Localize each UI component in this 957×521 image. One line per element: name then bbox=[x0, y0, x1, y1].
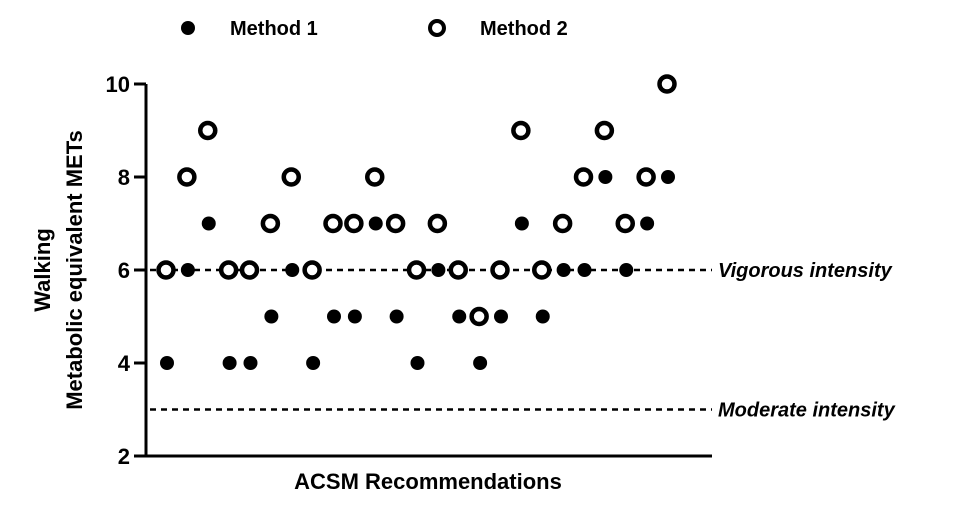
point-method-2 bbox=[615, 213, 635, 234]
point-method-1 bbox=[264, 309, 279, 324]
x-axis-title: ACSM Recommendations bbox=[294, 469, 562, 494]
point-method-1 bbox=[494, 309, 508, 324]
data-points bbox=[156, 74, 677, 370]
point-method-2 bbox=[177, 167, 197, 187]
point-method-1 bbox=[160, 356, 174, 370]
y-axis-title-line-1: Walking bbox=[30, 228, 55, 312]
y-tick-label: 10 bbox=[106, 72, 130, 97]
point-method-2 bbox=[636, 167, 656, 187]
legend-label-method-2: Method 2 bbox=[480, 18, 568, 40]
point-method-2 bbox=[323, 213, 343, 234]
point-method-1 bbox=[368, 216, 383, 231]
point-method-1 bbox=[514, 216, 529, 231]
point-method-1 bbox=[306, 356, 321, 370]
y-axis-title-line-2: Metabolic equivalent METs bbox=[62, 130, 87, 410]
reference-line-label: Vigorous intensity bbox=[718, 260, 893, 282]
point-method-1 bbox=[410, 356, 425, 370]
point-method-1 bbox=[619, 263, 634, 277]
point-method-2 bbox=[281, 167, 301, 187]
point-method-1 bbox=[577, 263, 592, 277]
legend-marker-method-1 bbox=[181, 21, 195, 35]
point-method-1 bbox=[222, 356, 237, 370]
point-method-1 bbox=[452, 309, 467, 324]
point-method-2 bbox=[385, 213, 406, 234]
reference-lines: Vigorous intensity Moderate intensity bbox=[150, 260, 896, 422]
point-method-1 bbox=[535, 309, 550, 324]
point-method-2 bbox=[511, 120, 531, 141]
point-method-2 bbox=[532, 260, 552, 280]
point-method-2 bbox=[573, 167, 594, 187]
point-method-2 bbox=[198, 120, 218, 141]
point-method-2 bbox=[594, 120, 615, 141]
reference-line-label: Moderate intensity bbox=[718, 400, 896, 422]
point-method-1 bbox=[243, 356, 258, 370]
y-tick-label: 8 bbox=[118, 165, 130, 190]
y-tick-label: 2 bbox=[118, 444, 130, 469]
point-method-1 bbox=[201, 216, 216, 231]
point-method-1 bbox=[598, 170, 613, 184]
point-method-1 bbox=[431, 263, 446, 277]
point-method-2 bbox=[427, 213, 448, 234]
point-method-1 bbox=[661, 170, 675, 184]
point-method-1 bbox=[473, 356, 488, 370]
y-ticks: 2 4 6 8 10 bbox=[106, 72, 146, 469]
point-method-2 bbox=[469, 306, 489, 327]
legend-marker-method-2 bbox=[428, 19, 446, 37]
point-method-1 bbox=[285, 263, 300, 277]
point-method-1 bbox=[389, 309, 404, 324]
point-method-2 bbox=[302, 260, 322, 280]
point-method-2 bbox=[365, 167, 385, 187]
point-method-2 bbox=[657, 74, 677, 94]
point-method-2 bbox=[260, 213, 281, 234]
point-method-2 bbox=[344, 213, 364, 234]
point-method-2 bbox=[448, 260, 468, 280]
point-method-2 bbox=[406, 260, 427, 280]
point-method-1 bbox=[180, 263, 195, 277]
y-tick-label: 6 bbox=[118, 258, 130, 283]
point-method-1 bbox=[327, 309, 341, 324]
point-method-1 bbox=[556, 263, 571, 277]
legend: Method 1 Method 2 bbox=[181, 18, 568, 40]
point-method-2 bbox=[552, 213, 573, 234]
point-method-2 bbox=[156, 260, 176, 280]
point-method-2 bbox=[239, 260, 260, 280]
point-method-1 bbox=[640, 216, 655, 231]
point-method-2 bbox=[490, 260, 510, 280]
y-tick-label: 4 bbox=[118, 351, 131, 376]
point-method-2 bbox=[218, 260, 239, 280]
legend-label-method-1: Method 1 bbox=[230, 18, 318, 40]
point-method-1 bbox=[347, 309, 362, 324]
